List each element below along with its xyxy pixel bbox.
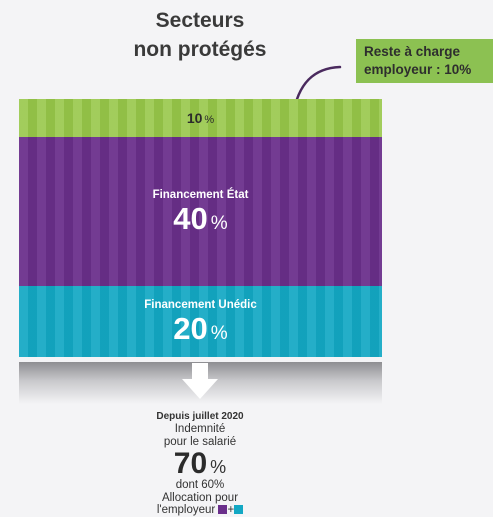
allowance-value: 70 bbox=[173, 447, 208, 480]
segment-employer: 10 % bbox=[19, 99, 382, 137]
state-label: Financement État bbox=[152, 188, 249, 201]
plus-sign: + bbox=[227, 504, 235, 516]
page-title: Secteurs non protégés bbox=[0, 6, 400, 64]
summary-line-4: Allocation pour bbox=[161, 491, 239, 504]
unedic-value: 20 bbox=[173, 310, 208, 346]
down-arrow-icon bbox=[182, 363, 218, 399]
summary-line-2: pour le salarié bbox=[163, 435, 237, 448]
summary-line-3: dont 60% bbox=[175, 479, 225, 491]
summary-line-1: Indemnité bbox=[174, 423, 226, 435]
employer-value: 10 bbox=[186, 110, 203, 126]
state-value: 40 bbox=[173, 200, 208, 236]
segment-state: Financement État 40 % bbox=[19, 137, 382, 286]
callout-line-2: employeur : 10% bbox=[364, 62, 472, 77]
employee-allowance-summary: Depuis juillet 2020 Indemnité pour le sa… bbox=[100, 410, 300, 517]
unedic-unit: % bbox=[210, 322, 228, 344]
title-line-2: non protégés bbox=[133, 38, 267, 61]
employer-unit: % bbox=[204, 114, 215, 126]
unedic-label: Financement Unédic bbox=[144, 298, 257, 311]
employer-text: l'employeur bbox=[156, 504, 216, 516]
allowance-unit: % bbox=[210, 457, 227, 477]
since-date: Depuis juillet 2020 bbox=[156, 411, 244, 422]
purple-square-icon bbox=[218, 505, 228, 514]
state-unit: % bbox=[210, 212, 228, 234]
segment-unedic: Financement Unédic 20 % bbox=[19, 286, 382, 357]
title-line-1: Secteurs bbox=[155, 9, 245, 32]
callout-line-1: Reste à charge bbox=[364, 44, 461, 59]
employer-remainder-callout: Reste à charge employeur : 10% bbox=[356, 39, 493, 83]
summary-line-5: l'employeur + bbox=[100, 504, 300, 517]
teal-square-icon bbox=[234, 505, 244, 514]
